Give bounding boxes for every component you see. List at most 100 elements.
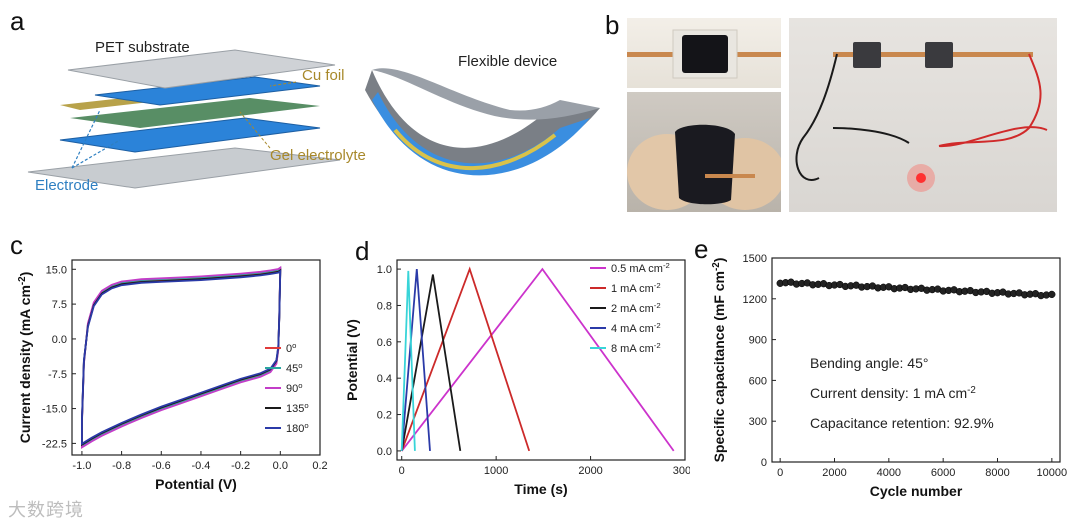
flexible-gold: [393, 128, 557, 171]
y-axis-label: Potential (V): [345, 319, 360, 401]
cv-curve-45: [81, 266, 282, 449]
photo-device-flat: [627, 18, 781, 88]
x-tick-label: 1000: [484, 465, 508, 477]
photo-device-bent: [627, 92, 781, 212]
y-tick-label: 1.0: [377, 264, 392, 276]
gcd-curve: [400, 270, 416, 451]
legend-label: 4 mA cm-2: [611, 321, 661, 336]
x-tick-label: 2000: [578, 465, 602, 477]
y-tick-label: -15.0: [42, 404, 67, 416]
x-tick-label: -0.8: [112, 460, 131, 472]
y-tick-label: 0.2: [377, 410, 392, 422]
cv-curve-0: [81, 267, 282, 448]
flexible-top: [372, 68, 600, 120]
y-tick-label: 7.5: [52, 299, 67, 311]
flexible-blue: [372, 92, 590, 176]
x-tick-label: 0: [399, 465, 405, 477]
watermark: 大数跨境: [8, 500, 84, 521]
gcd-curve: [400, 266, 531, 452]
x-tick-label: -0.6: [152, 460, 171, 472]
label-pet: PET substrate: [95, 39, 190, 56]
y-tick-label: 0.8: [377, 300, 392, 312]
x-tick-label: 0.0: [273, 460, 288, 472]
legend-label: 0.5 mA cm-2: [611, 261, 670, 276]
label-gel: Gel electrolyte: [270, 147, 366, 164]
plot-frame: [771, 257, 1061, 463]
legend-label: 135o: [286, 401, 309, 416]
cv-curve-135: [81, 268, 282, 447]
electrode-arrow-2: [71, 139, 121, 169]
legend-label: 0o: [286, 341, 296, 356]
y-tick-label: 0.6: [377, 337, 392, 349]
flexible-outer: [365, 70, 600, 172]
y-tick-label: 1200: [743, 294, 767, 306]
legend-label: 180o: [286, 421, 309, 436]
x-tick-label: 8000: [985, 467, 1009, 479]
y-tick-label: -22.5: [42, 438, 67, 450]
label-electrode: Electrode: [35, 177, 98, 194]
y-tick-label: 0.0: [52, 334, 67, 346]
electrode-arrow-1: [71, 109, 101, 169]
y-tick-label: 300: [749, 416, 767, 428]
x-tick-label: 4000: [877, 467, 901, 479]
x-axis-label: Time (s): [514, 481, 567, 497]
y-tick-label: -7.5: [48, 369, 67, 381]
x-axis-label: Cycle number: [870, 483, 963, 499]
legend-label: 1 mA cm-2: [611, 281, 661, 296]
panel-letter-b: b: [605, 10, 620, 40]
gcd-curve: [400, 267, 675, 452]
x-tick-label: -0.2: [231, 460, 250, 472]
electrode-bottom: [59, 117, 321, 153]
cycling-chart: 0 2000 4000 6000 8000 10000 0 300 600 900 1200 1500…: [711, 253, 1068, 499]
pet-bottom: [27, 147, 341, 189]
y-tick-label: 1500: [743, 253, 767, 265]
annotation-retention: Capacitance retention: 92.9%: [810, 415, 994, 431]
x-tick-label: -1.0: [72, 460, 91, 472]
x-tick-label: 6000: [931, 467, 955, 479]
gel-arrow: [239, 111, 271, 149]
y-tick-label: 900: [749, 335, 767, 347]
x-tick-label: 10000: [1037, 467, 1068, 479]
gcd-curve: [400, 274, 462, 452]
cv-chart: -1.0 -0.8 -0.6 -0.4 -0.2 0.0 0.2 15.0 7.5 0.0 -7.5…: [17, 259, 328, 492]
legend-label: 90o: [286, 381, 303, 396]
photo-led-circuit: [789, 18, 1057, 212]
label-flexible: Flexible device: [458, 53, 557, 70]
y-tick-label: 0.0: [377, 446, 392, 458]
x-tick-label: 2000: [822, 467, 846, 479]
legend-label: 8 mA cm-2: [611, 341, 661, 356]
y-axis-label: Specific capacitance (mF cm-2): [711, 258, 728, 463]
panel-letter-e: e: [694, 234, 709, 264]
x-tick-label: -0.4: [191, 460, 210, 472]
cycle-point: [1048, 290, 1056, 299]
y-tick-label: 15.0: [46, 264, 67, 276]
y-tick-label: 600: [749, 375, 767, 387]
panel-letter-c: c: [10, 230, 23, 260]
device-schematic: PET substrate Cu foil Gel electrolyte El…: [27, 39, 600, 194]
label-cu: Cu foil: [302, 67, 345, 84]
x-tick-label: 0: [777, 467, 783, 479]
cv-curve-90: [81, 265, 282, 450]
legend-label: 2 mA cm-2: [611, 301, 661, 316]
pet-top: [67, 49, 336, 89]
y-tick-label: 0: [761, 457, 767, 469]
x-tick-label: 0.2: [312, 460, 327, 472]
plot-frame: [71, 259, 321, 456]
annotation-bending: Bending angle: 45°: [810, 355, 928, 371]
cu-arrow: [269, 81, 297, 87]
y-tick-label: 0.4: [377, 373, 392, 385]
annotation-current: Current density: 1 mA cm-2: [810, 385, 976, 402]
x-axis-label: Potential (V): [155, 476, 237, 492]
plot-frame: [396, 259, 686, 461]
y-axis-label: Current density (mA cm-2): [17, 272, 34, 444]
gcd-curve: [400, 269, 431, 451]
cv-curve-180: [81, 269, 282, 446]
panel-letter-a: a: [10, 6, 25, 36]
flexible-device: [365, 68, 600, 176]
layer-stack: [27, 49, 341, 189]
panel-letter-d: d: [355, 236, 370, 266]
gel-layer: [70, 98, 320, 128]
legend-label: 45o: [286, 361, 303, 376]
